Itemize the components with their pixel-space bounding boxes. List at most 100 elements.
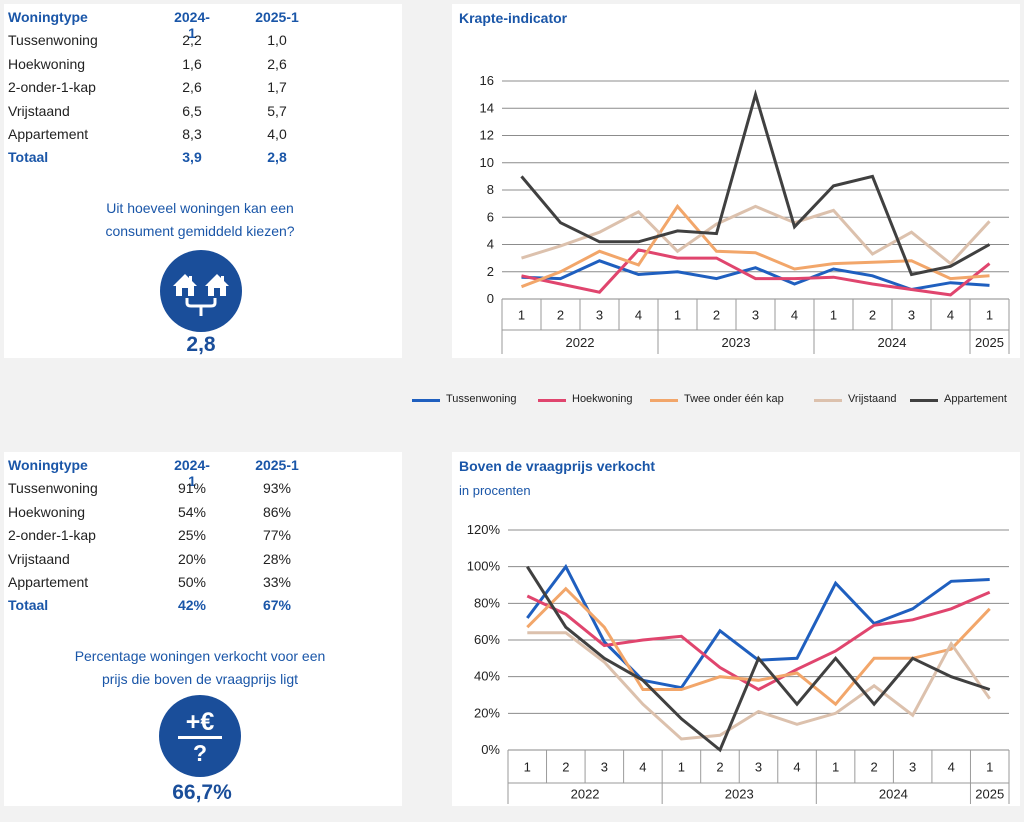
row-value-2025: 1,0 xyxy=(267,32,287,49)
row-label: Hoekwoning xyxy=(8,503,86,520)
x-tick-label: 1 xyxy=(986,760,993,775)
x-tick-label: 4 xyxy=(793,760,800,775)
row-value-2025: 86% xyxy=(262,503,292,520)
y-tick-label: 120% xyxy=(467,522,501,537)
row-value-2025: 77% xyxy=(262,527,292,544)
x-tick-label: 3 xyxy=(752,308,759,323)
row-value-2025: 5,7 xyxy=(267,102,287,119)
header-woningtype: Woningtype xyxy=(8,457,88,473)
x-group-label: 2023 xyxy=(722,335,751,350)
x-tick-label: 4 xyxy=(635,308,642,323)
x-tick-label: 3 xyxy=(601,760,608,775)
row-label: Appartement xyxy=(8,125,89,142)
x-group-label: 2024 xyxy=(879,787,908,802)
legend-swatch xyxy=(650,399,678,402)
legend-label: Tussenwoning xyxy=(446,393,517,405)
total-label: Totaal xyxy=(8,597,49,614)
total-2024: 42% xyxy=(177,597,207,614)
series-line-vrijstaand xyxy=(527,631,991,741)
y-tick-label: 2 xyxy=(487,264,494,279)
row-label: 2-onder-1-kap xyxy=(8,79,96,96)
total-2025: 67% xyxy=(262,597,292,614)
x-tick-label: 1 xyxy=(518,308,525,323)
x-tick-label: 1 xyxy=(678,760,685,775)
y-tick-label: 6 xyxy=(487,209,494,224)
bottom-value: 66,7% xyxy=(172,781,232,804)
series-line-hoekwoning xyxy=(526,590,991,692)
header-2025: 2025-1 xyxy=(255,9,299,25)
row-value-2025: 2,6 xyxy=(267,55,287,72)
bottom-right-panel xyxy=(452,452,1020,806)
legend-label: Appartement xyxy=(944,393,1007,405)
series-line-appartement xyxy=(526,565,991,753)
x-tick-label: 4 xyxy=(639,760,646,775)
row-value-2024: 2,6 xyxy=(182,79,202,96)
x-tick-label: 3 xyxy=(909,760,916,775)
row-label: Appartement xyxy=(8,573,89,590)
x-tick-label: 1 xyxy=(986,308,993,323)
y-tick-label: 80% xyxy=(474,595,500,610)
y-tick-label: 40% xyxy=(474,669,500,684)
bottom-question: Percentage woningen verkocht voor een pr… xyxy=(40,645,360,691)
y-tick-label: 60% xyxy=(474,632,500,647)
y-tick-label: 0% xyxy=(481,742,500,757)
row-value-2024: 6,5 xyxy=(182,102,202,119)
y-tick-label: 4 xyxy=(487,237,494,252)
y-tick-label: 12 xyxy=(480,128,494,143)
x-tick-label: 1 xyxy=(524,760,531,775)
row-value-2024: 50% xyxy=(177,573,207,590)
total-2025: 2,8 xyxy=(267,149,287,166)
x-tick-label: 3 xyxy=(596,308,603,323)
series-line-tussenwoning xyxy=(526,563,990,690)
x-tick-label: 3 xyxy=(755,760,762,775)
x-tick-label: 2 xyxy=(716,760,723,775)
series-line-twee-onder-n-kap xyxy=(520,203,990,289)
x-group-label: 2024 xyxy=(878,335,907,350)
row-value-2025: 1,7 xyxy=(267,79,287,96)
x-tick-label: 4 xyxy=(947,308,954,323)
x-tick-label: 2 xyxy=(869,308,876,323)
svg-text:+€: +€ xyxy=(186,708,215,736)
svg-text:?: ? xyxy=(193,740,207,766)
row-value-2024: 2,2 xyxy=(182,32,202,49)
header-2024: 2024-1 xyxy=(174,9,210,41)
header-2025: 2025-1 xyxy=(255,457,299,473)
x-group-label: 2022 xyxy=(566,335,595,350)
x-group-label: 2025 xyxy=(975,335,1004,350)
x-tick-label: 2 xyxy=(713,308,720,323)
x-tick-label: 2 xyxy=(562,760,569,775)
row-value-2024: 20% xyxy=(177,550,207,567)
x-group-label: 2022 xyxy=(571,787,600,802)
vraagprijs-chart: 0% 20% 40% 60% 80% 100% 120% 1 2 3 4 1 2 3 4 1 2 3 4 1 2022 2… xyxy=(467,522,1010,804)
x-tick-label: 1 xyxy=(830,308,837,323)
x-group-label: 2023 xyxy=(725,787,754,802)
series-line-twee-onder-n-kap xyxy=(526,586,991,707)
legend-label: Hoekwoning xyxy=(572,393,633,405)
x-tick-label: 4 xyxy=(791,308,798,323)
row-label: Tussenwoning xyxy=(8,480,98,497)
legend-swatch xyxy=(412,399,440,402)
legend-label: Twee onder één kap xyxy=(684,393,784,405)
series-line-vrijstaand xyxy=(521,204,991,266)
series-line-hoekwoning xyxy=(521,248,991,297)
top-question: Uit hoeveel woningen kan een consument g… xyxy=(40,197,360,243)
row-value-2024: 1,6 xyxy=(182,55,202,72)
x-tick-label: 3 xyxy=(908,308,915,323)
chart-title-vraagprijs: Boven de vraagprijs verkocht xyxy=(459,458,656,474)
row-value-2025: 4,0 xyxy=(267,125,287,142)
header-woningtype: Woningtype xyxy=(8,9,88,25)
row-value-2024: 54% xyxy=(177,503,207,520)
total-label: Totaal xyxy=(8,149,49,166)
header-2024: 2024-1 xyxy=(174,457,210,489)
chart-title-krapte: Krapte-indicator xyxy=(459,10,568,26)
row-label: 2-onder-1-kap xyxy=(8,527,96,544)
row-label: Vrijstaand xyxy=(8,550,70,567)
row-value-2025: 33% xyxy=(262,573,292,590)
x-group-label: 2025 xyxy=(975,787,1004,802)
question-line: Percentage woningen verkocht voor een xyxy=(74,648,326,664)
row-label: Vrijstaand xyxy=(8,102,70,119)
legend-swatch xyxy=(814,399,842,402)
houses-choice-icon xyxy=(160,250,242,332)
row-value-2024: 25% xyxy=(177,527,207,544)
